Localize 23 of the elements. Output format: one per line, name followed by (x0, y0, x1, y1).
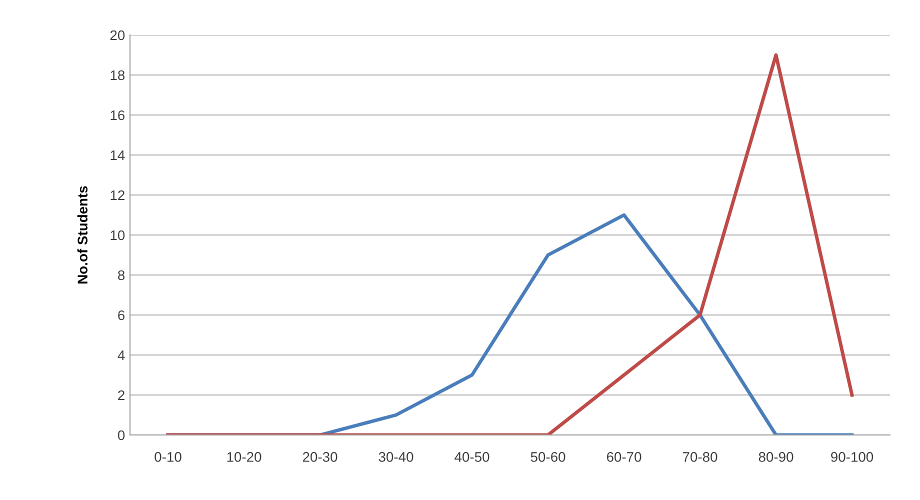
y-tick-label: 4 (118, 350, 125, 360)
y-tick-label: 10 (110, 230, 125, 240)
x-tick-label: 50-60 (530, 452, 566, 462)
x-tick-label: 20-30 (302, 452, 338, 462)
x-tick-label: 30-40 (378, 452, 414, 462)
x-tick-label: 90-100 (831, 452, 874, 462)
y-tick-label: 16 (110, 110, 125, 120)
y-tick-label: 6 (118, 310, 125, 320)
y-tick-label: 12 (110, 190, 124, 200)
y-tick-label: 18 (110, 70, 125, 80)
y-tick-label: 8 (118, 270, 125, 280)
line-series (166, 53, 854, 435)
y-tick-label: 2 (118, 390, 124, 400)
y-tick-label: 0 (118, 430, 125, 440)
y-tick-label: 14 (110, 150, 125, 160)
x-tick-label: 70-80 (682, 452, 718, 462)
x-tick-label: 60-70 (606, 452, 642, 462)
x-tick-label: 0-10 (154, 452, 182, 462)
y-axis-title: No.of Students (77, 186, 88, 284)
x-tick-label: 40-50 (454, 452, 490, 462)
y-tick-label: 20 (110, 30, 125, 40)
x-tick-label: 10-20 (227, 452, 262, 462)
x-tick-label: 80-90 (758, 452, 794, 462)
